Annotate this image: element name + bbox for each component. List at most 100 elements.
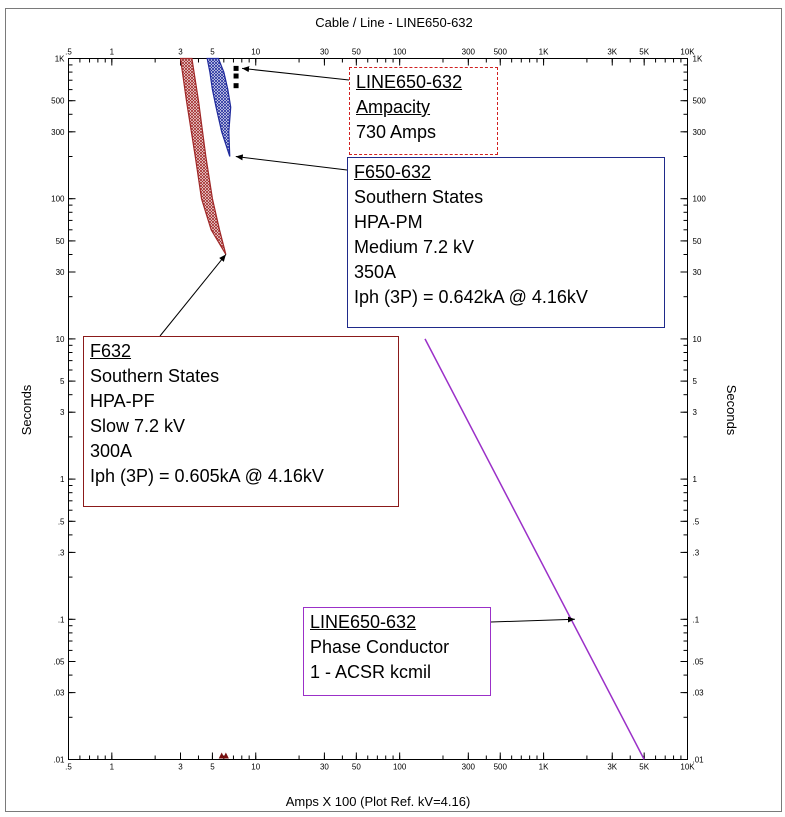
f632-callout-line: 300A	[90, 441, 133, 461]
y-tick-label-right: 50	[693, 237, 702, 246]
f650-callout-line: 350A	[354, 262, 397, 282]
x-tick-label-top: 300	[462, 48, 476, 57]
ampacity-callout-value: 730 Amps	[356, 122, 437, 142]
y-tick-label-left: .05	[53, 658, 65, 667]
y-tick-label-right: 30	[693, 268, 702, 277]
conductor-damage-line	[424, 338, 645, 760]
y-tick-label-right: .5	[693, 517, 700, 526]
y-tick-label-right: .05	[693, 658, 705, 667]
conductor-callout-line: 1 - ACSR kcmil	[310, 662, 432, 682]
y-tick-label-left: 10	[56, 335, 65, 344]
f650-callout-title: F650-632	[354, 162, 432, 182]
x-tick-label-top: 3	[178, 48, 183, 57]
y-axis-label-left: Seconds	[19, 384, 34, 435]
conductor-callout: LINE650-632 Phase Conductor 1 - ACSR kcm…	[303, 607, 491, 696]
y-tick-label-left: 5	[60, 377, 65, 386]
plot-area	[68, 58, 688, 760]
y-tick-label-left: .01	[53, 756, 65, 765]
ampacity-callout: LINE650-632 Ampacity 730 Amps	[349, 67, 498, 155]
f632-callout-line: Iph (3P) = 0.605kA @ 4.16kV	[90, 466, 324, 486]
y-tick-label-left: 3	[60, 408, 65, 417]
f650-632-fuse-band	[206, 57, 232, 157]
f632-callout-line: HPA-PF	[90, 391, 155, 411]
y-tick-label-right: 10	[693, 335, 702, 344]
ampacity-marker	[233, 73, 239, 79]
f650-632-callout: F650-632 Southern States HPA-PM Medium 7…	[347, 157, 665, 328]
arrow-layer	[159, 66, 575, 623]
x-tick-label-bottom: 1	[110, 763, 115, 772]
y-tick-label-right: 1	[693, 475, 698, 484]
y-tick-label-right: 3	[693, 408, 698, 417]
x-tick-label-top: 3K	[607, 48, 617, 57]
y-tick-label-left: .03	[53, 689, 65, 698]
x-tick-label-top: .5	[65, 48, 72, 57]
x-tick-label-top: 50	[352, 48, 361, 57]
f632-callout-line: Southern States	[90, 366, 220, 386]
x-tick-label-bottom: 10K	[680, 763, 695, 772]
x-tick-label-top: 1	[110, 48, 115, 57]
f632-fuse-band	[179, 57, 227, 255]
y-tick-label-left: 100	[51, 195, 65, 204]
y-tick-label-right: .03	[693, 689, 705, 698]
current-marker	[218, 752, 225, 759]
ampacity-callout-title: LINE650-632	[356, 72, 463, 92]
x-tick-label-bottom: 3K	[607, 763, 617, 772]
conductor-callout-title: LINE650-632	[310, 612, 417, 632]
y-tick-label-left: 30	[56, 268, 65, 277]
x-tick-label-bottom: 3	[178, 763, 183, 772]
x-tick-label-bottom: 500	[494, 763, 508, 772]
f650-callout-line: Iph (3P) = 0.642kA @ 4.16kV	[354, 287, 588, 307]
y-tick-label-left: 50	[56, 237, 65, 246]
f650-leader-arrow	[235, 154, 348, 171]
x-tick-label-top: 500	[494, 48, 508, 57]
ampacity-leader-arrow	[242, 66, 350, 81]
y-tick-label-right: 300	[693, 128, 707, 137]
outer-frame	[5, 8, 782, 812]
y-tick-label-left: .1	[58, 615, 65, 624]
x-tick-label-top: 1K	[539, 48, 549, 57]
y-tick-label-right: 100	[693, 195, 707, 204]
x-tick-label-bottom: 100	[393, 763, 407, 772]
chart-title: Cable / Line - LINE650-632	[315, 15, 473, 30]
x-tick-label-top: 5	[210, 48, 215, 57]
series-layer	[179, 57, 645, 760]
f632-callout-title: F632	[90, 341, 132, 361]
x-tick-label-bottom: 50	[352, 763, 361, 772]
ampacity-marker	[233, 65, 239, 71]
x-tick-label-top: 10	[251, 48, 260, 57]
x-tick-label-top: 10K	[680, 48, 695, 57]
x-tick-label-bottom: 30	[320, 763, 329, 772]
x-tick-label-top: 30	[320, 48, 329, 57]
x-tick-label-bottom: 300	[462, 763, 476, 772]
y-axis-label-right: Seconds	[724, 385, 739, 436]
x-tick-label-bottom: .5	[65, 763, 72, 772]
f632-leader-arrow	[159, 254, 227, 337]
x-tick-label-bottom: 10	[251, 763, 260, 772]
y-tick-label-left: 300	[51, 128, 65, 137]
f650-callout-line: Southern States	[354, 187, 484, 207]
current-marker	[222, 752, 229, 759]
x-tick-label-top: 100	[393, 48, 407, 57]
y-tick-label-right: .1	[693, 615, 700, 624]
y-tick-label-left: .3	[58, 548, 65, 557]
x-axis-label: Amps X 100 (Plot Ref. kV=4.16)	[286, 794, 471, 809]
y-tick-label-right: .01	[693, 756, 705, 765]
y-tick-label-left: .5	[58, 517, 65, 526]
y-tick-label-left: 1	[60, 475, 65, 484]
y-tick-label-right: 5	[693, 377, 698, 386]
f650-callout-line: HPA-PM	[354, 212, 423, 232]
ampacity-callout-label: Ampacity	[356, 97, 431, 117]
f650-callout-line: Medium 7.2 kV	[354, 237, 475, 257]
y-tick-label-left: 500	[51, 97, 65, 106]
y-tick-label-right: 1K	[693, 55, 703, 64]
x-tick-label-bottom: 5	[210, 763, 215, 772]
x-tick-label-bottom: 1K	[539, 763, 549, 772]
y-tick-label-right: 500	[693, 97, 707, 106]
y-axis-ticks: .01 .01 .03 .03 .05 .05 .1 .1 .3 .3 .5 .5 1 1 3 3 5 5 10 10…	[51, 55, 706, 765]
cond-leader-arrow	[490, 616, 575, 623]
f632-callout: F632 Southern States HPA-PF Slow 7.2 kV …	[83, 336, 399, 507]
x-tick-label-bottom: 5K	[639, 763, 649, 772]
f632-callout-line: Slow 7.2 kV	[90, 416, 186, 436]
y-tick-label-left: 1K	[55, 55, 65, 64]
